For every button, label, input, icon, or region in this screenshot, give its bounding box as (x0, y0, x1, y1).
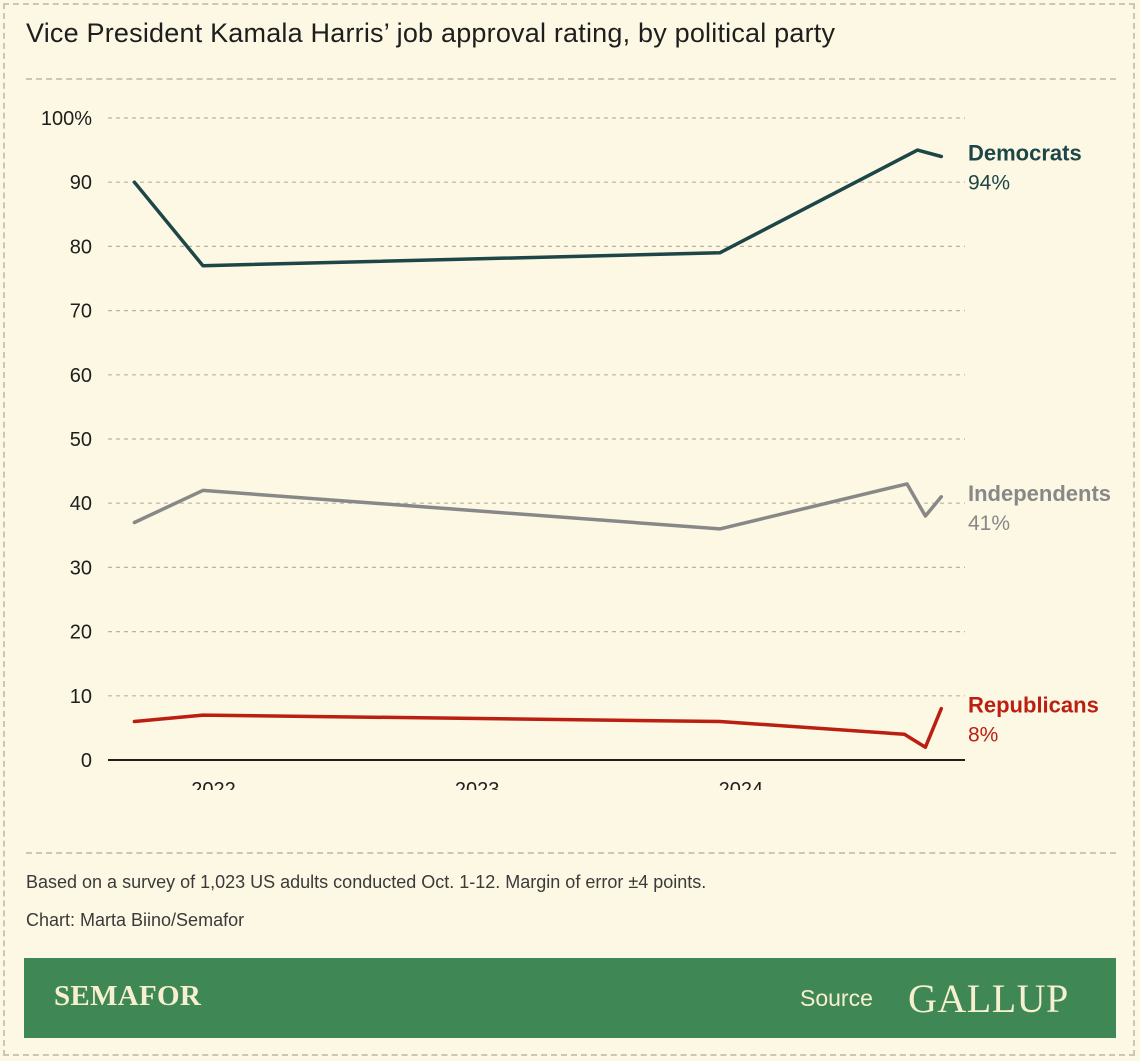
series-end-value-republicans: 8% (968, 724, 998, 747)
x-axis-tick-labels: 2022 2023 2024 (191, 779, 763, 790)
y-tick-label: 80 (70, 236, 92, 258)
series-name-independents: Independents (968, 481, 1111, 506)
series-labels: Democrats 94% Independents 41% Republicans 8% (968, 141, 1111, 747)
chart-frame (3, 3, 1135, 1056)
x-tick-label: 2022 (191, 779, 236, 790)
y-tick-label: 50 (70, 429, 92, 451)
notes-divider (26, 852, 1116, 854)
semafor-logo[interactable]: SEMAFOR (54, 980, 202, 1012)
source-label: Source (800, 985, 873, 1011)
series-line-independents (132, 482, 944, 531)
series-end-value-democrats: 94% (968, 172, 1010, 195)
y-tick-label: 40 (70, 493, 92, 515)
gridlines (108, 117, 965, 761)
series-name-republicans: Republicans (968, 693, 1099, 718)
series-end-value-independents: 41% (968, 512, 1010, 535)
x-tick-label: 2024 (719, 779, 764, 790)
y-tick-label: 10 (70, 686, 92, 708)
y-axis-tick-labels: 0 10 20 30 40 50 60 70 80 90 100% (41, 108, 92, 772)
gallup-logo[interactable]: GALLUP (908, 976, 1069, 1021)
chart-title: Vice President Kamala Harris’ job approv… (26, 18, 836, 48)
y-tick-label: 90 (70, 172, 92, 194)
survey-note: Based on a survey of 1,023 US adults con… (26, 872, 707, 892)
y-tick-label: 0 (81, 750, 92, 772)
y-tick-label: 60 (70, 365, 92, 387)
y-tick-label: 100% (41, 108, 92, 130)
y-tick-label: 30 (70, 557, 92, 579)
chart-credit: Chart: Marta Biino/Semafor (26, 910, 245, 930)
series-line-democrats (132, 148, 944, 268)
series-lines (132, 148, 944, 749)
series-line-republicans (132, 706, 944, 749)
series-name-democrats: Democrats (968, 141, 1082, 166)
line-chart: 0 10 20 30 40 50 60 70 80 90 100% 2022 2023 2024 Dem… (41, 108, 1111, 790)
x-tick-label: 2023 (455, 779, 500, 790)
y-tick-label: 20 (70, 622, 92, 644)
title-divider (26, 78, 1116, 80)
footer-bar: SEMAFOR Source GALLUP (24, 958, 1116, 1038)
y-tick-label: 70 (70, 301, 92, 323)
